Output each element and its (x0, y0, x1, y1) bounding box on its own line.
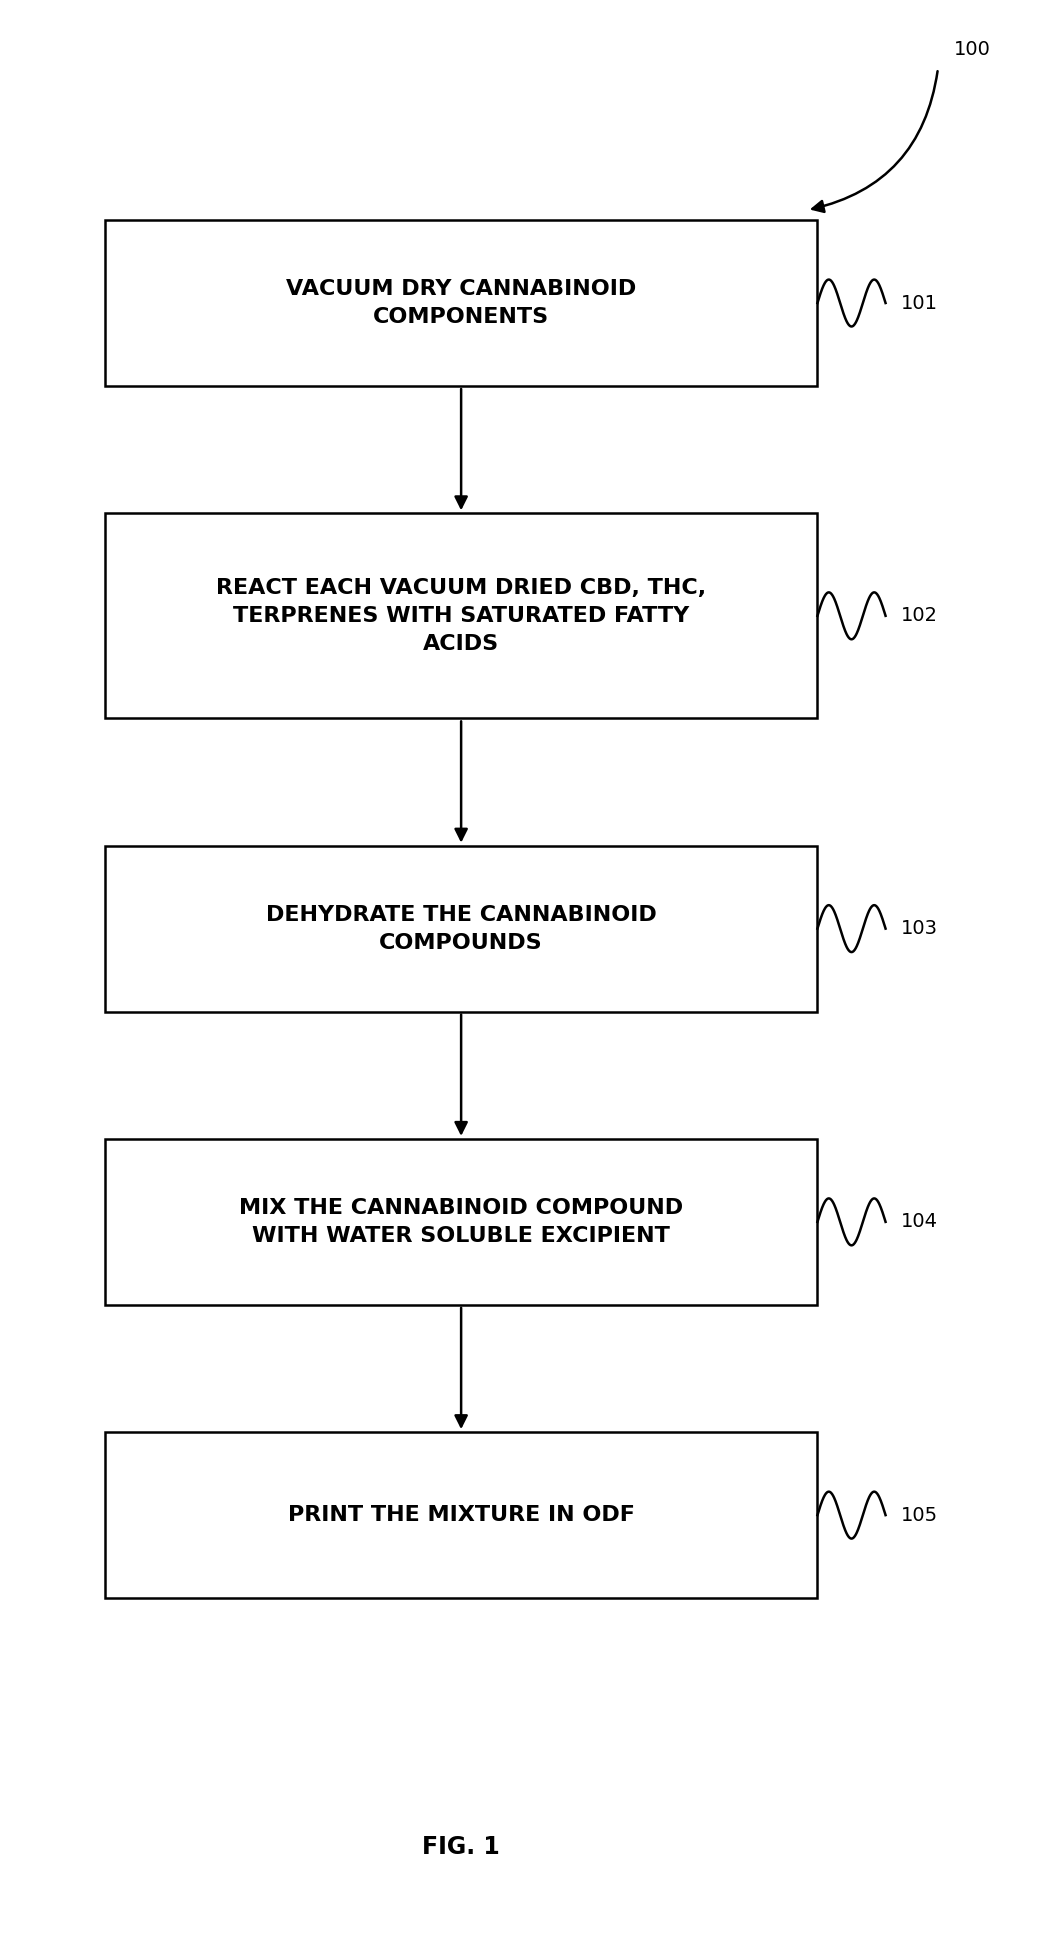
Text: VACUUM DRY CANNABINOID
COMPONENTS: VACUUM DRY CANNABINOID COMPONENTS (286, 280, 636, 326)
FancyBboxPatch shape (105, 221, 817, 387)
Text: REACT EACH VACUUM DRIED CBD, THC,
TERPRENES WITH SATURATED FATTY
ACIDS: REACT EACH VACUUM DRIED CBD, THC, TERPRE… (216, 579, 706, 653)
Text: PRINT THE MIXTURE IN ODF: PRINT THE MIXTURE IN ODF (288, 1505, 634, 1525)
Text: 101: 101 (901, 293, 938, 313)
Text: FIG. 1: FIG. 1 (422, 1836, 500, 1859)
Text: 103: 103 (901, 919, 938, 938)
Text: 105: 105 (901, 1505, 938, 1525)
Text: 100: 100 (954, 39, 990, 59)
Text: 104: 104 (901, 1212, 938, 1232)
FancyBboxPatch shape (105, 845, 817, 1013)
FancyBboxPatch shape (105, 1431, 817, 1599)
Text: 102: 102 (901, 606, 938, 626)
FancyBboxPatch shape (105, 1138, 817, 1306)
Text: DEHYDRATE THE CANNABINOID
COMPOUNDS: DEHYDRATE THE CANNABINOID COMPOUNDS (266, 905, 656, 952)
FancyBboxPatch shape (105, 514, 817, 717)
FancyArrowPatch shape (812, 70, 938, 211)
Text: MIX THE CANNABINOID COMPOUND
WITH WATER SOLUBLE EXCIPIENT: MIX THE CANNABINOID COMPOUND WITH WATER … (239, 1198, 683, 1245)
